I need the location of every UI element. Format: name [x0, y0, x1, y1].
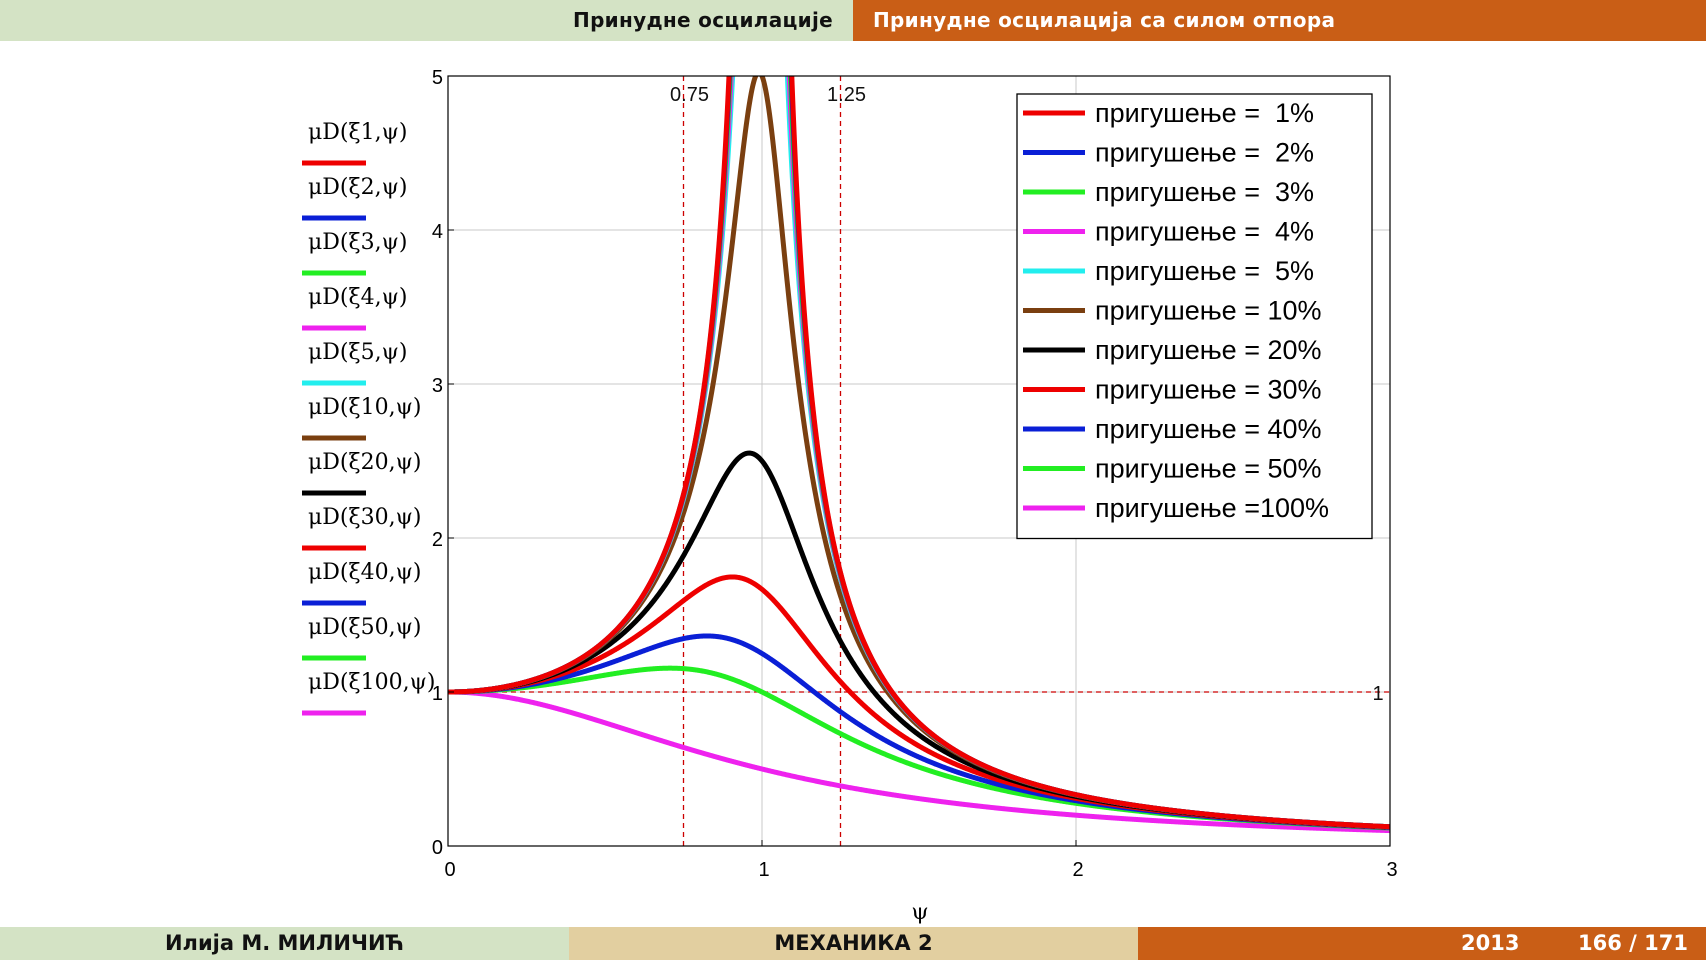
legend-entry: пригушење = 40%: [1095, 414, 1322, 444]
legend-entry: пригушење = 30%: [1095, 375, 1322, 405]
plot-frame: [447, 75, 1391, 847]
series-axis-label: μD(ξ3,ψ): [308, 230, 407, 255]
reference-label: 0.75: [670, 84, 709, 106]
legend-entry: пригушење = 4%: [1095, 217, 1314, 247]
slide-header: Принудне осцилације Принудне осцилација …: [0, 0, 1706, 41]
footer-year: 2013: [1461, 931, 1520, 955]
legend-entry: пригушење = 5%: [1095, 256, 1314, 286]
series-line: [448, 689, 1390, 834]
legend-entry: пригушење =100%: [1095, 493, 1329, 523]
y-tick-label: 0: [432, 837, 443, 859]
y-tick-label: 4: [432, 221, 443, 243]
y-tick-label: 1: [432, 683, 443, 705]
legend: пригушење = 1% пригушење = 2% пригушење = …: [1016, 93, 1373, 540]
series-axis-label: μD(ξ20,ψ): [308, 450, 421, 475]
series-axis-label: μD(ξ4,ψ): [308, 285, 407, 310]
slide-footer: Илија М. МИЛИЧИЋ МЕХАНИКА 2 2013 166 / 1…: [0, 927, 1706, 960]
series-axis-label: μD(ξ100,ψ): [308, 670, 435, 695]
series-axis-label: μD(ξ30,ψ): [308, 505, 421, 530]
footer-right: 2013 166 / 171: [1138, 927, 1706, 960]
series-axis-label: μD(ξ40,ψ): [308, 560, 421, 585]
axis-ticks: 0 1 2 3 0 1 2 3 4 5: [432, 67, 1398, 881]
legend-entry: пригушење = 20%: [1095, 335, 1322, 365]
x-tick-label: 3: [1386, 859, 1397, 881]
y-tick-label: 3: [432, 375, 443, 397]
legend-entry: пригушење = 3%: [1095, 177, 1314, 207]
series-axis-label: μD(ξ2,ψ): [308, 175, 407, 200]
page-counter: 166 / 171: [1578, 931, 1688, 955]
legend-entry: пригушење = 10%: [1095, 296, 1322, 326]
curves: [448, 76, 1390, 834]
footer-course: МЕХАНИКА 2: [569, 927, 1138, 960]
series-line: [448, 76, 1390, 830]
legend-entry: пригушење = 1%: [1095, 98, 1314, 128]
legend-box: [1016, 93, 1373, 540]
y-tick-label: 2: [432, 529, 443, 551]
subsection-title: Принудне осцилација са силом отпора: [853, 0, 1706, 41]
series-axis-label: μD(ξ50,ψ): [308, 615, 421, 640]
footer-author: Илија М. МИЛИЧИЋ: [0, 927, 569, 960]
reference-lines: [448, 76, 1390, 846]
legend-entry: пригушење = 50%: [1095, 454, 1322, 484]
reference-label: 1.25: [827, 84, 866, 106]
y-axis-series-labels: μD(ξ1,ψ) μD(ξ2,ψ) μD(ξ3,ψ) μD(ξ4,ψ) μD(ξ5,ψ)…: [302, 120, 435, 716]
x-tick-label: 0: [444, 859, 455, 881]
reference-label: 1: [1372, 683, 1383, 705]
legend-entry: пригушење = 2%: [1095, 138, 1314, 168]
series-axis-label: μD(ξ5,ψ): [308, 340, 407, 365]
series-axis-label: μD(ξ1,ψ): [308, 120, 407, 145]
annotations: 0.75 1.25 1: [670, 84, 1384, 705]
x-axis-label: ψ: [911, 900, 928, 925]
section-title: Принудне осцилације: [0, 0, 853, 41]
y-tick-label: 5: [432, 67, 443, 89]
x-tick-label: 2: [1072, 859, 1083, 881]
x-tick-label: 1: [758, 859, 769, 881]
series-axis-label: μD(ξ10,ψ): [308, 395, 421, 420]
